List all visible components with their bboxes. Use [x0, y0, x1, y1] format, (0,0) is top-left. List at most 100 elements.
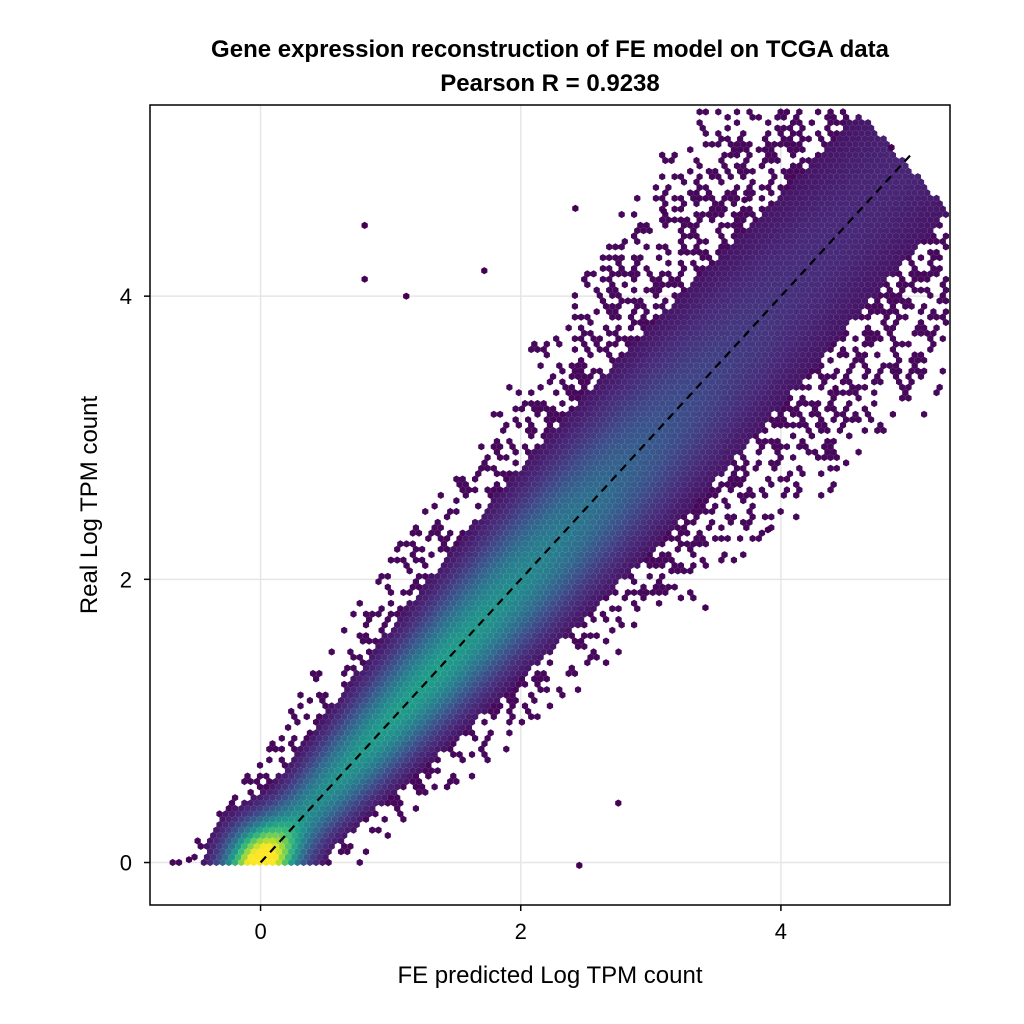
hex-cell: [203, 842, 211, 850]
hex-cell: [468, 664, 476, 672]
hex-cell: [375, 794, 382, 802]
hex-cell: [631, 534, 638, 543]
hex-cell: [702, 486, 709, 494]
hex-cell: [253, 777, 260, 786]
hex-cell: [425, 632, 432, 640]
hex-cell: [250, 858, 257, 867]
hex-cell: [222, 821, 229, 829]
hex-cell: [521, 702, 529, 710]
hex-cell: [680, 502, 688, 510]
hex-cell: [381, 632, 388, 640]
hex-cell: [637, 502, 644, 510]
hex-cell: [790, 432, 797, 440]
hex-cell: [472, 648, 479, 656]
hex-cell: [397, 605, 404, 613]
hex-cell: [568, 491, 575, 499]
hex-cell: [699, 491, 706, 499]
hex-cell: [400, 588, 407, 597]
hex-cell: [319, 761, 326, 769]
hex-cell: [643, 513, 650, 521]
hex-cell: [652, 183, 660, 192]
hex-cell: [609, 486, 616, 494]
hex-cell: [481, 653, 488, 661]
hex-cell: [428, 615, 435, 624]
hex-cell: [534, 464, 541, 472]
hex-cell: [443, 718, 451, 726]
hex-cell: [331, 729, 338, 737]
hex-cell: [447, 551, 454, 559]
hex-cell: [366, 702, 373, 710]
hex-cell: [481, 578, 488, 586]
hex-cell: [606, 524, 613, 532]
hex-cell: [556, 480, 563, 489]
hex-cell: [475, 653, 482, 661]
hex-cell: [521, 594, 529, 602]
hex-cell: [646, 529, 653, 537]
hex-cell: [244, 804, 251, 813]
hex-cell: [631, 524, 638, 532]
hex-cell: [216, 821, 223, 829]
hex-cell: [378, 637, 385, 645]
hex-cell: [440, 583, 448, 591]
hex-cell: [387, 653, 395, 661]
hex-cell: [718, 524, 725, 532]
hex-cell: [640, 464, 647, 472]
hex-cell: [284, 799, 292, 807]
hex-cell: [235, 853, 242, 861]
hex-cell: [362, 804, 370, 813]
hex-cell: [512, 599, 519, 607]
hex-cell: [755, 113, 762, 121]
hex-cell: [549, 513, 557, 521]
hex-cell: [478, 648, 485, 656]
hex-cell: [662, 524, 669, 532]
hex-cell: [247, 842, 254, 850]
hex-cell: [677, 540, 684, 548]
hex-cell: [359, 702, 366, 710]
hex-cell: [344, 804, 351, 813]
hex-cell: [559, 626, 566, 634]
hex-cell: [475, 696, 482, 705]
hex-cell: [768, 513, 775, 521]
hex-cell: [309, 821, 317, 829]
hex-cell: [493, 578, 501, 586]
hex-cell: [316, 853, 323, 861]
hex-cell: [512, 480, 519, 489]
hex-cell: [574, 502, 582, 510]
hex-cell: [487, 686, 494, 694]
hex-cell: [213, 848, 220, 856]
hex-cell: [615, 572, 622, 580]
hex-cell: [484, 702, 491, 710]
hex-cell: [496, 486, 504, 494]
hex-cell: [462, 642, 469, 651]
hex-cell: [394, 675, 401, 683]
hex-cell: [593, 308, 600, 316]
hex-cell: [509, 669, 516, 678]
hex-cell: [506, 675, 513, 683]
hex-cell: [419, 729, 426, 737]
hex-cell: [687, 588, 694, 597]
hex-cell: [565, 475, 572, 483]
hex-cell: [652, 507, 660, 516]
hex-cell: [690, 464, 697, 472]
hex-cell: [437, 729, 444, 737]
hex-cell: [403, 615, 410, 624]
hex-cell: [668, 480, 675, 489]
hex-cell: [621, 540, 628, 548]
hex-cell: [640, 540, 647, 548]
hex-cell: [278, 842, 285, 850]
hex-cell: [384, 659, 391, 667]
hex-cell: [574, 642, 582, 651]
hex-cell: [362, 729, 370, 737]
hex-cell: [468, 750, 476, 759]
hex-cell: [400, 696, 407, 705]
hex-cell: [337, 696, 345, 705]
hex-cell: [478, 702, 485, 710]
hex-cell: [702, 140, 709, 148]
hex-cell: [568, 534, 575, 543]
hex-cell: [400, 621, 407, 629]
hex-cell: [512, 556, 519, 564]
hex-cell: [210, 853, 217, 861]
hex-cell: [496, 637, 504, 645]
hex-cell: [294, 826, 301, 834]
hex-cell: [350, 707, 357, 715]
